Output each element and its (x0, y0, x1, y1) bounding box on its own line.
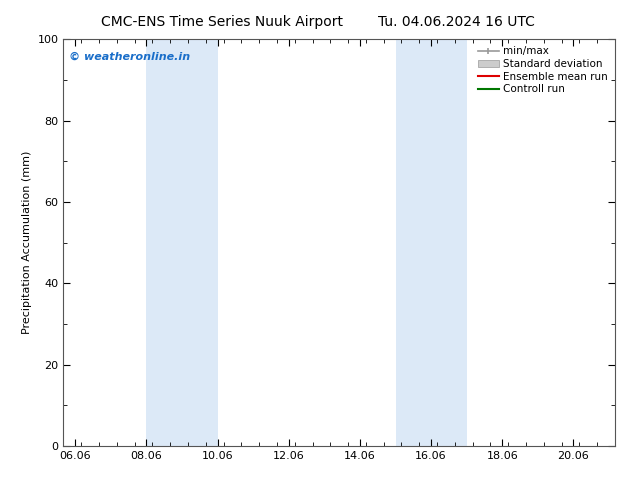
Legend: min/max, Standard deviation, Ensemble mean run, Controll run: min/max, Standard deviation, Ensemble me… (476, 45, 610, 97)
Bar (146, 39, 217, 446)
Text: CMC-ENS Time Series Nuuk Airport: CMC-ENS Time Series Nuuk Airport (101, 15, 343, 29)
Text: © weatheronline.in: © weatheronline.in (69, 51, 190, 61)
Text: Tu. 04.06.2024 16 UTC: Tu. 04.06.2024 16 UTC (378, 15, 535, 29)
Bar (396, 39, 467, 446)
Y-axis label: Precipitation Accumulation (mm): Precipitation Accumulation (mm) (22, 151, 32, 334)
